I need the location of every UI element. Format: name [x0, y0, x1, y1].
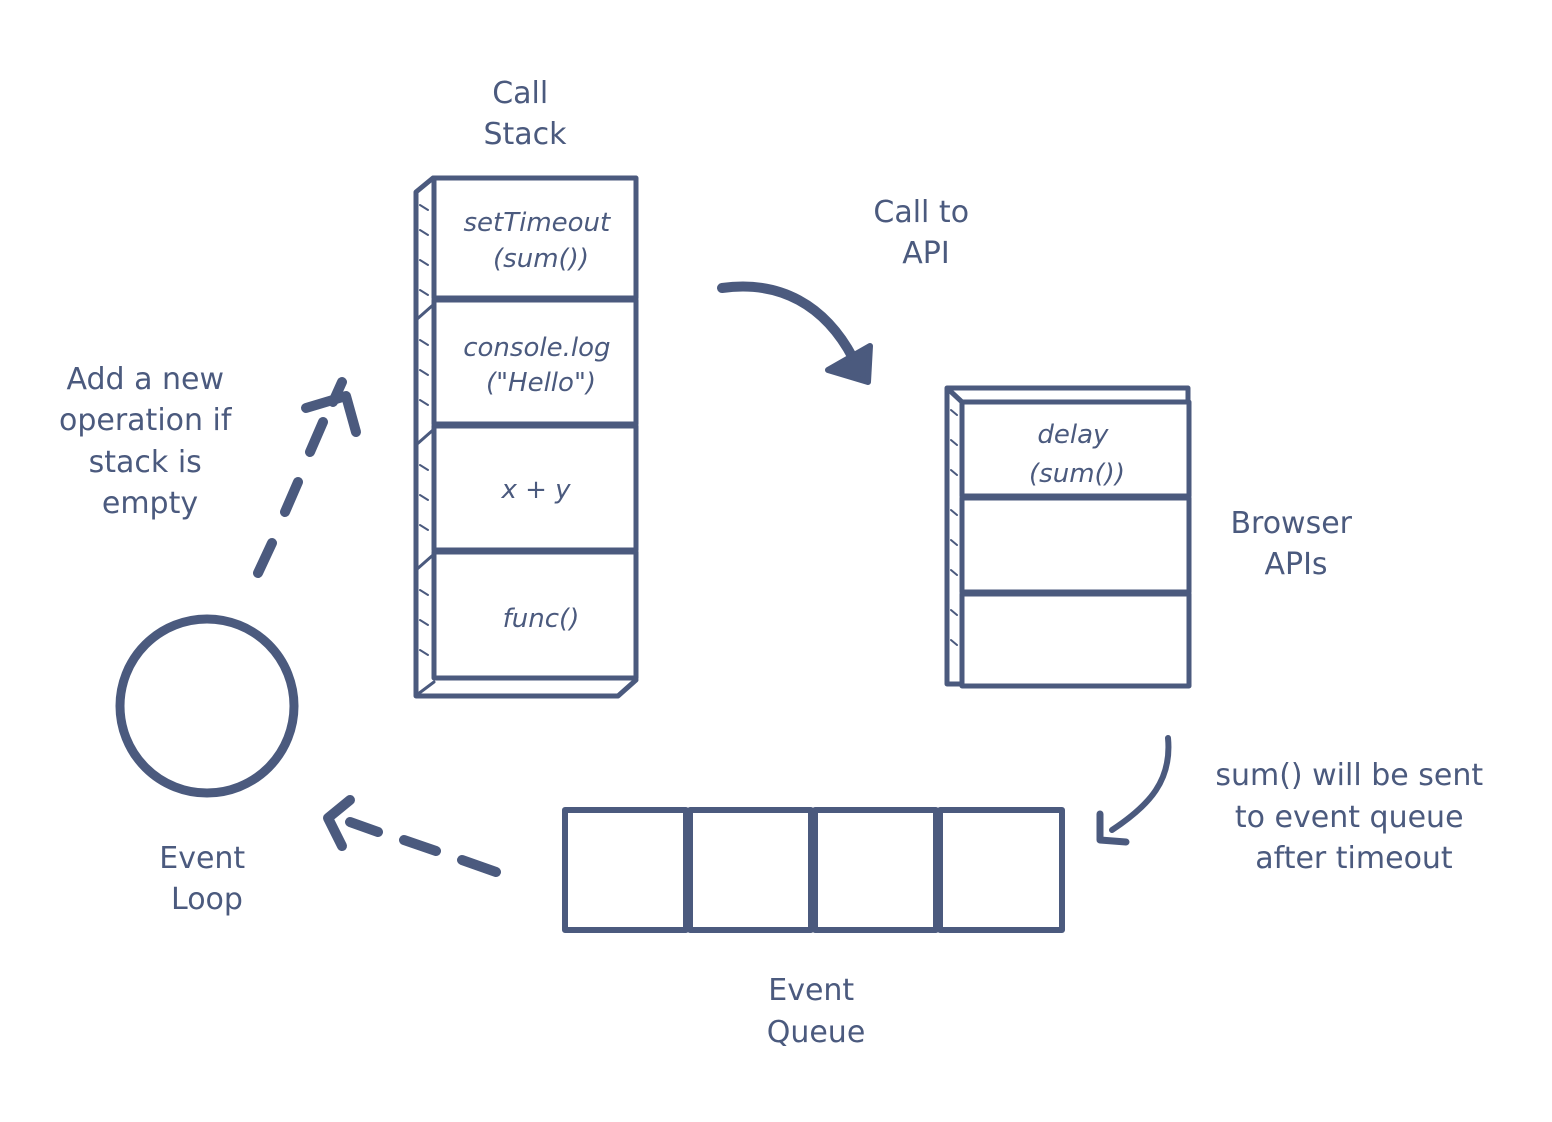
- event-queue-slots: [562, 807, 1065, 933]
- event-loop-label: Event Loop: [159, 841, 255, 917]
- call-to-api-arrow: [717, 281, 873, 385]
- browser-api-slots: [959, 399, 1192, 689]
- browser-apis: delay (sum()): [944, 385, 1192, 689]
- call-stack-frame-func-label: func(): [503, 604, 580, 634]
- browser-api-slot-delay-label: delay (sum()): [1029, 420, 1125, 489]
- call-stack-frames: [431, 175, 639, 681]
- queue-to-loop-arrow-dashes: [345, 817, 501, 877]
- call-stack-frame-console-log-label: console.log ("Hello"): [463, 333, 619, 398]
- loop-to-stack-arrow-dashes: [253, 377, 347, 578]
- call-to-api-arrow-head: [825, 343, 873, 385]
- queue-to-loop-arrow-head: [323, 795, 355, 851]
- sent-to-queue-note: sum() will be sent to event queue after …: [1215, 758, 1492, 876]
- to-queue-arrow: [1096, 735, 1172, 846]
- event-queue-label: Event Queue: [767, 973, 866, 1050]
- call-stack-frame-x-plus-y-label: x + y: [500, 475, 571, 505]
- call-stack-frame-settimeout: [431, 175, 639, 301]
- to-queue-arrow-head: [1096, 810, 1130, 846]
- event-queue: Event Queue: [562, 807, 1065, 1050]
- event-queue-slot-3: [812, 807, 939, 933]
- call-stack-frame-func: [431, 549, 639, 681]
- loop-to-stack-arrow-head: [301, 391, 361, 437]
- call-stack-depth-ticks: [414, 176, 436, 696]
- queue-to-loop-arrow: [323, 795, 501, 877]
- browser-apis-hatching: [950, 409, 958, 646]
- browser-api-slot-empty-2: [959, 591, 1192, 689]
- event-queue-slot-1: [562, 807, 689, 933]
- call-stack-hatching: [419, 204, 429, 656]
- call-stack-label: Call Stack: [483, 76, 567, 152]
- event-queue-slot-2: [687, 807, 814, 933]
- call-stack: Call Stack setTimeout (sum()) console.lo…: [413, 76, 639, 699]
- browser-apis-depth-outline: [944, 385, 1191, 687]
- call-to-api-label: Call to API: [873, 195, 978, 271]
- browser-apis-label: Browser APIs: [1230, 506, 1361, 582]
- call-stack-frame-settimeout-label: setTimeout (sum()): [463, 208, 618, 274]
- event-loop-circle: [115, 614, 299, 798]
- event-queue-slot-4: [937, 807, 1065, 933]
- event-loop: Event Loop: [115, 614, 299, 917]
- browser-api-slot-empty-1: [959, 495, 1192, 595]
- call-to-api-arrow-shaft: [717, 281, 858, 363]
- to-queue-arrow-shaft: [1109, 735, 1172, 833]
- loop-to-stack-arrow: [253, 377, 361, 578]
- add-operation-note: Add a new operation if stack is empty: [59, 362, 241, 521]
